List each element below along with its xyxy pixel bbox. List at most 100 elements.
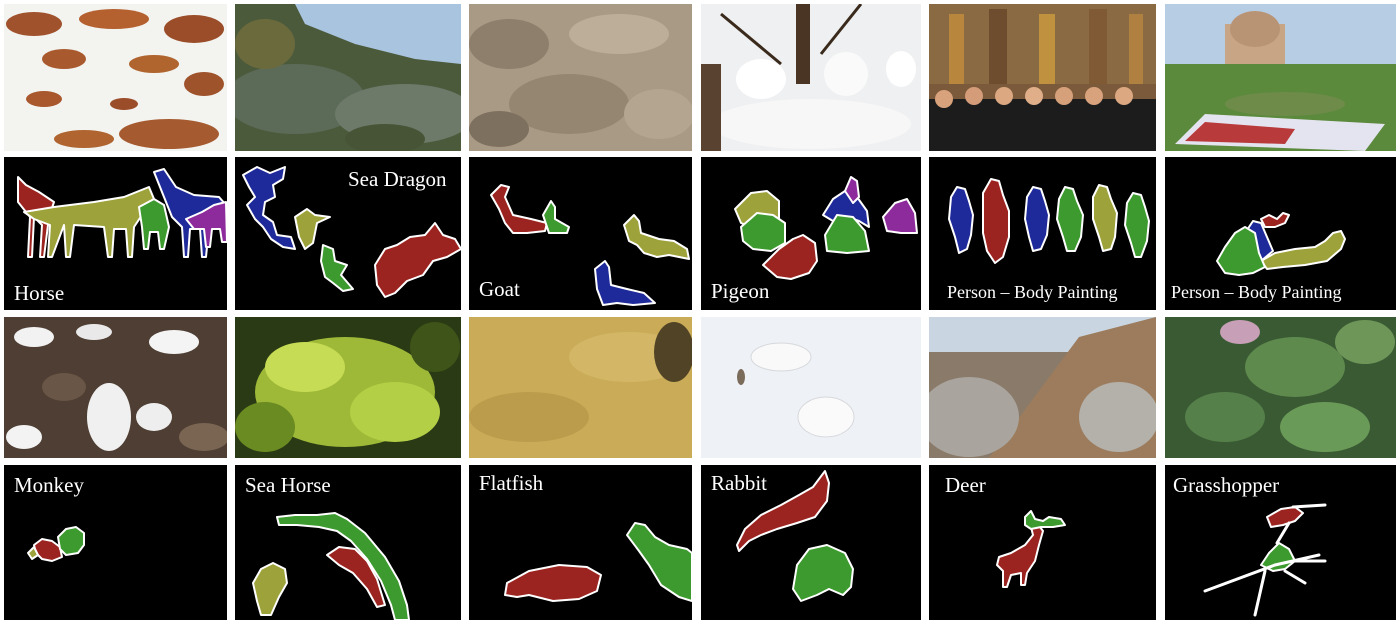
sea-horse-photo-image (235, 317, 461, 458)
photo-grasshopper (1165, 317, 1396, 458)
label-monkey: Monkey (14, 473, 84, 497)
label-body-painting-1: Person – Body Painting (947, 282, 1118, 302)
sea-horse-segment-olive (252, 562, 288, 616)
body-painting-1-photo-image (929, 4, 1156, 151)
monkey-segment-olive (27, 546, 39, 560)
flatfish-segment-red (504, 564, 602, 602)
photo-pigeon (701, 4, 921, 151)
label-deer: Deer (945, 473, 986, 497)
grasshopper-photo-image (1165, 317, 1396, 458)
person-segment-green-2 (1124, 192, 1150, 258)
monkey-segmentation (27, 526, 85, 562)
mask-grasshopper: Grasshopper (1165, 465, 1396, 620)
label-sea-horse: Sea Horse (245, 473, 331, 497)
flatfish-photo-image (469, 317, 692, 458)
sea-dragon-segment-green (320, 244, 354, 292)
grasshopper-segmentation (1203, 503, 1327, 617)
sea-dragon-segment-blue (242, 166, 296, 250)
mask-body-painting-1: Person – Body Painting (929, 157, 1156, 310)
person-segment-olive (1092, 184, 1118, 252)
label-pigeon: Pigeon (711, 279, 770, 303)
goat-segment-blue (594, 260, 656, 306)
grasshopper-segment-green (1260, 542, 1296, 572)
pigeon-segmentation (734, 176, 918, 280)
flatfish-segment-green (626, 522, 692, 602)
horse-segment-purple (185, 201, 227, 248)
photo-horse (4, 4, 227, 151)
horse-photo-image (4, 4, 227, 151)
rabbit-segment-red (736, 470, 830, 552)
person-segment-olive (1260, 230, 1346, 270)
photo-goat (469, 4, 692, 151)
photo-sea-horse (235, 317, 461, 458)
monkey-segment-green (57, 526, 85, 556)
mask-flatfish: Flatfish (469, 465, 692, 620)
person-segment-blue-2 (1024, 186, 1050, 252)
sea-dragon-photo-image (235, 4, 461, 151)
mask-body-painting-2: Person – Body Painting (1165, 157, 1396, 310)
sea-dragon-segment-olive (294, 208, 331, 250)
deer-segmentation (996, 510, 1066, 588)
goat-segmentation (490, 184, 690, 306)
horse-segment-green (138, 198, 170, 250)
mask-sea-horse: Sea Horse (235, 465, 461, 620)
horse-segment-olive (23, 186, 155, 258)
photo-body-painting-1 (929, 4, 1156, 151)
person-segment-blue-1 (948, 186, 974, 254)
horse-segmentation (17, 168, 227, 258)
sea-horse-segmentation (252, 512, 410, 620)
goat-photo-image (469, 4, 692, 151)
photo-monkey (4, 317, 227, 458)
photo-body-painting-2 (1165, 4, 1396, 151)
mask-deer: Deer (929, 465, 1156, 620)
sea-horse-segment-red (326, 546, 386, 608)
sea-dragon-segmentation (242, 166, 461, 298)
grasshopper-antennae-legs (1203, 503, 1327, 617)
person-segment-red (982, 178, 1010, 264)
grasshopper-segment-red (1266, 506, 1304, 528)
photo-sea-dragon (235, 4, 461, 151)
rabbit-segment-green (792, 544, 854, 602)
mask-pigeon: Pigeon (701, 157, 921, 310)
person-segment-red (1260, 212, 1290, 228)
monkey-photo-image (4, 317, 227, 458)
flatfish-segmentation (504, 522, 692, 602)
sea-horse-segment-green (276, 512, 410, 620)
rabbit-segmentation (736, 470, 854, 602)
goat-segment-red (490, 184, 548, 234)
mask-sea-dragon: Sea Dragon (235, 157, 461, 310)
label-sea-dragon: Sea Dragon (348, 167, 447, 191)
mask-rabbit: Rabbit (701, 465, 921, 620)
pigeon-photo-image (701, 4, 921, 151)
label-horse: Horse (14, 281, 65, 305)
goat-segment-green (542, 200, 570, 234)
pigeon-segment-purple-1 (844, 176, 860, 204)
body-painting-2-photo-image (1165, 4, 1396, 151)
deer-segment-green (1024, 510, 1066, 530)
label-flatfish: Flatfish (479, 471, 544, 495)
monkey-segment-red (33, 538, 63, 562)
body-painting-2-segmentation (1216, 212, 1346, 276)
photo-flatfish (469, 317, 692, 458)
mask-goat: Goat (469, 157, 692, 310)
photo-rabbit (701, 317, 921, 458)
label-body-painting-2: Person – Body Painting (1171, 282, 1342, 302)
deer-photo-image (929, 317, 1156, 458)
pigeon-segment-red (762, 234, 818, 280)
pigeon-segment-green-2 (824, 214, 870, 254)
mask-monkey: Monkey (4, 465, 227, 620)
body-painting-1-segmentation (948, 178, 1150, 264)
photo-deer (929, 317, 1156, 458)
label-rabbit: Rabbit (711, 471, 767, 495)
person-segment-green (1216, 226, 1266, 276)
deer-segment-red (996, 522, 1044, 588)
sea-dragon-segment-red (374, 222, 461, 298)
person-segment-green-1 (1056, 186, 1084, 252)
mask-horse: Horse (4, 157, 227, 310)
label-goat: Goat (479, 277, 520, 301)
pigeon-segment-green-1 (740, 212, 786, 252)
label-grasshopper: Grasshopper (1173, 473, 1280, 497)
goat-segment-olive (623, 214, 690, 260)
pigeon-segment-purple-2 (882, 198, 918, 234)
rabbit-photo-image (701, 317, 921, 458)
